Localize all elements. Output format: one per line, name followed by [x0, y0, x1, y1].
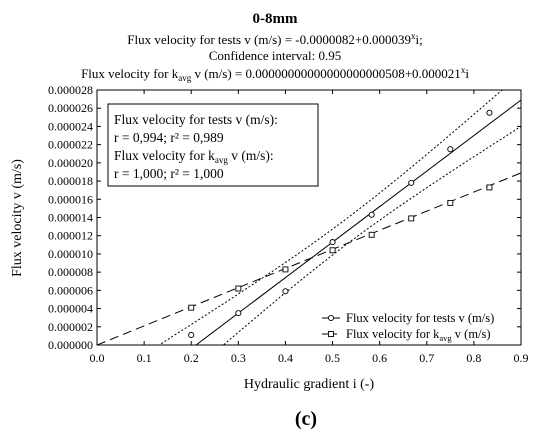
legend-marker-kavg [328, 331, 334, 337]
confidence-band-upper [158, 90, 503, 345]
subtitle-line-1-tail: i; [415, 32, 422, 47]
point-kavg [188, 304, 195, 311]
legend: Flux velocity for tests v (m/s) Flux vel… [322, 311, 494, 343]
point-kavg [329, 247, 336, 254]
point-kavg [368, 231, 375, 238]
point-kavg [235, 285, 242, 292]
y-tick-label: 0.000016 [48, 192, 93, 206]
stats-line-3: Flux velocity for kavg v (m/s): [114, 148, 274, 165]
stats-line-3a: Flux velocity for k [114, 148, 215, 163]
x-tick-label: 0.2 [184, 351, 199, 365]
y-tick-label: 0.000004 [48, 302, 93, 316]
x-tick-label: 0.8 [466, 351, 481, 365]
point-tests [282, 288, 289, 295]
y-tick-label: 0.000026 [48, 101, 93, 115]
subtitle-line-3-text2: v (m/s) = 0.00000000000000000000508+0.00… [191, 66, 461, 81]
point-kavg [486, 184, 493, 191]
x-tick-label: 0.1 [137, 351, 152, 365]
point-tests [368, 211, 375, 218]
subtitle-line-3-sup: x [461, 65, 466, 75]
point-tests [447, 146, 454, 153]
x-tick-label: 0.6 [372, 351, 387, 365]
point-tests [235, 310, 242, 317]
y-tick-label: 0.000008 [48, 265, 93, 279]
subtitle-line-1: Flux velocity for tests v (m/s) = -0.000… [127, 31, 422, 47]
subtitle-line-3-tail: i [465, 66, 469, 81]
x-axis-label: Hydraulic gradient i (-) [244, 377, 375, 392]
x-tick-label: 0.5 [325, 351, 340, 365]
y-tick-label: 0.000020 [48, 156, 93, 170]
y-tick-label: 0.000000 [48, 338, 93, 352]
x-tick-label: 0.0 [90, 351, 105, 365]
point-tests [486, 109, 493, 116]
y-tick-label: 0.000010 [48, 247, 93, 261]
axes: 0.0 0.1 0.2 0.3 0.4 0.5 0.6 0.7 0.8 0.9 0.000000 0.… [48, 83, 529, 365]
subtitle-line-2: Confidence interval: 0.95 [209, 48, 342, 63]
point-tests [408, 179, 415, 186]
chart-title: 0-8mm [253, 11, 298, 27]
stats-line-3-sub: avg [215, 155, 228, 165]
legend-label-kavg: Flux velocity for kavg v (m/s) [346, 327, 491, 343]
y-tick-label: 0.000018 [48, 174, 93, 188]
legend-marker-tests [327, 314, 335, 322]
x-tick-label: 0.3 [231, 351, 246, 365]
subtitle-line-3-sub: avg [178, 73, 191, 83]
x-tick-label: 0.9 [514, 351, 529, 365]
x-tick-label: 0.4 [278, 351, 293, 365]
legend-label-kavg-b: v (m/s) [452, 327, 491, 341]
stats-line-1: Flux velocity for tests v (m/s): [114, 112, 278, 127]
fit-line-tests [195, 99, 521, 345]
point-kavg [282, 266, 289, 273]
y-tick-label: 0.000002 [48, 320, 93, 334]
data-markers [188, 109, 493, 339]
subtitle-line-3: Flux velocity for kavg v (m/s) = 0.00000… [81, 65, 469, 83]
y-tick-label: 0.000012 [48, 229, 93, 243]
y-axis-label: Flux velocity v (m/s) [10, 159, 25, 277]
point-kavg [408, 215, 415, 222]
y-tick-label: 0.000006 [48, 283, 93, 297]
point-tests [188, 331, 195, 339]
confidence-band-lower [222, 125, 521, 345]
stats-line-2: r = 0,994; r² = 0,989 [114, 130, 224, 145]
subtitle-line-3-text: Flux velocity for k [81, 66, 179, 81]
subtitle-line-1-sup: x [411, 31, 416, 41]
figure-caption: (c) [295, 408, 317, 430]
stats-box: Flux velocity for tests v (m/s): r = 0,9… [107, 103, 319, 187]
subtitle-line-1-text: Flux velocity for tests v (m/s) = -0.000… [127, 32, 411, 47]
point-tests [329, 239, 336, 246]
legend-label-tests: Flux velocity for tests v (m/s) [346, 311, 494, 325]
x-tick-label: 0.7 [419, 351, 434, 365]
legend-label-kavg-a: Flux velocity for k [346, 327, 440, 341]
y-tick-label: 0.000022 [48, 138, 93, 152]
stats-line-3b: v (m/s): [228, 148, 274, 163]
stats-line-4: r = 1,000; r² = 1,000 [114, 166, 224, 181]
y-tick-label: 0.000024 [48, 119, 93, 133]
stats-box-frame [107, 103, 319, 187]
legend-label-kavg-sub: avg [439, 333, 452, 343]
point-kavg [447, 199, 454, 206]
y-tick-label: 0.000014 [48, 211, 93, 225]
y-tick-label: 0.000028 [48, 83, 93, 97]
